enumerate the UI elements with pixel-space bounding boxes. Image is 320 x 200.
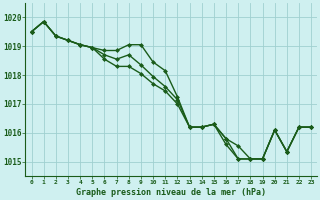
X-axis label: Graphe pression niveau de la mer (hPa): Graphe pression niveau de la mer (hPa) [76, 188, 266, 197]
